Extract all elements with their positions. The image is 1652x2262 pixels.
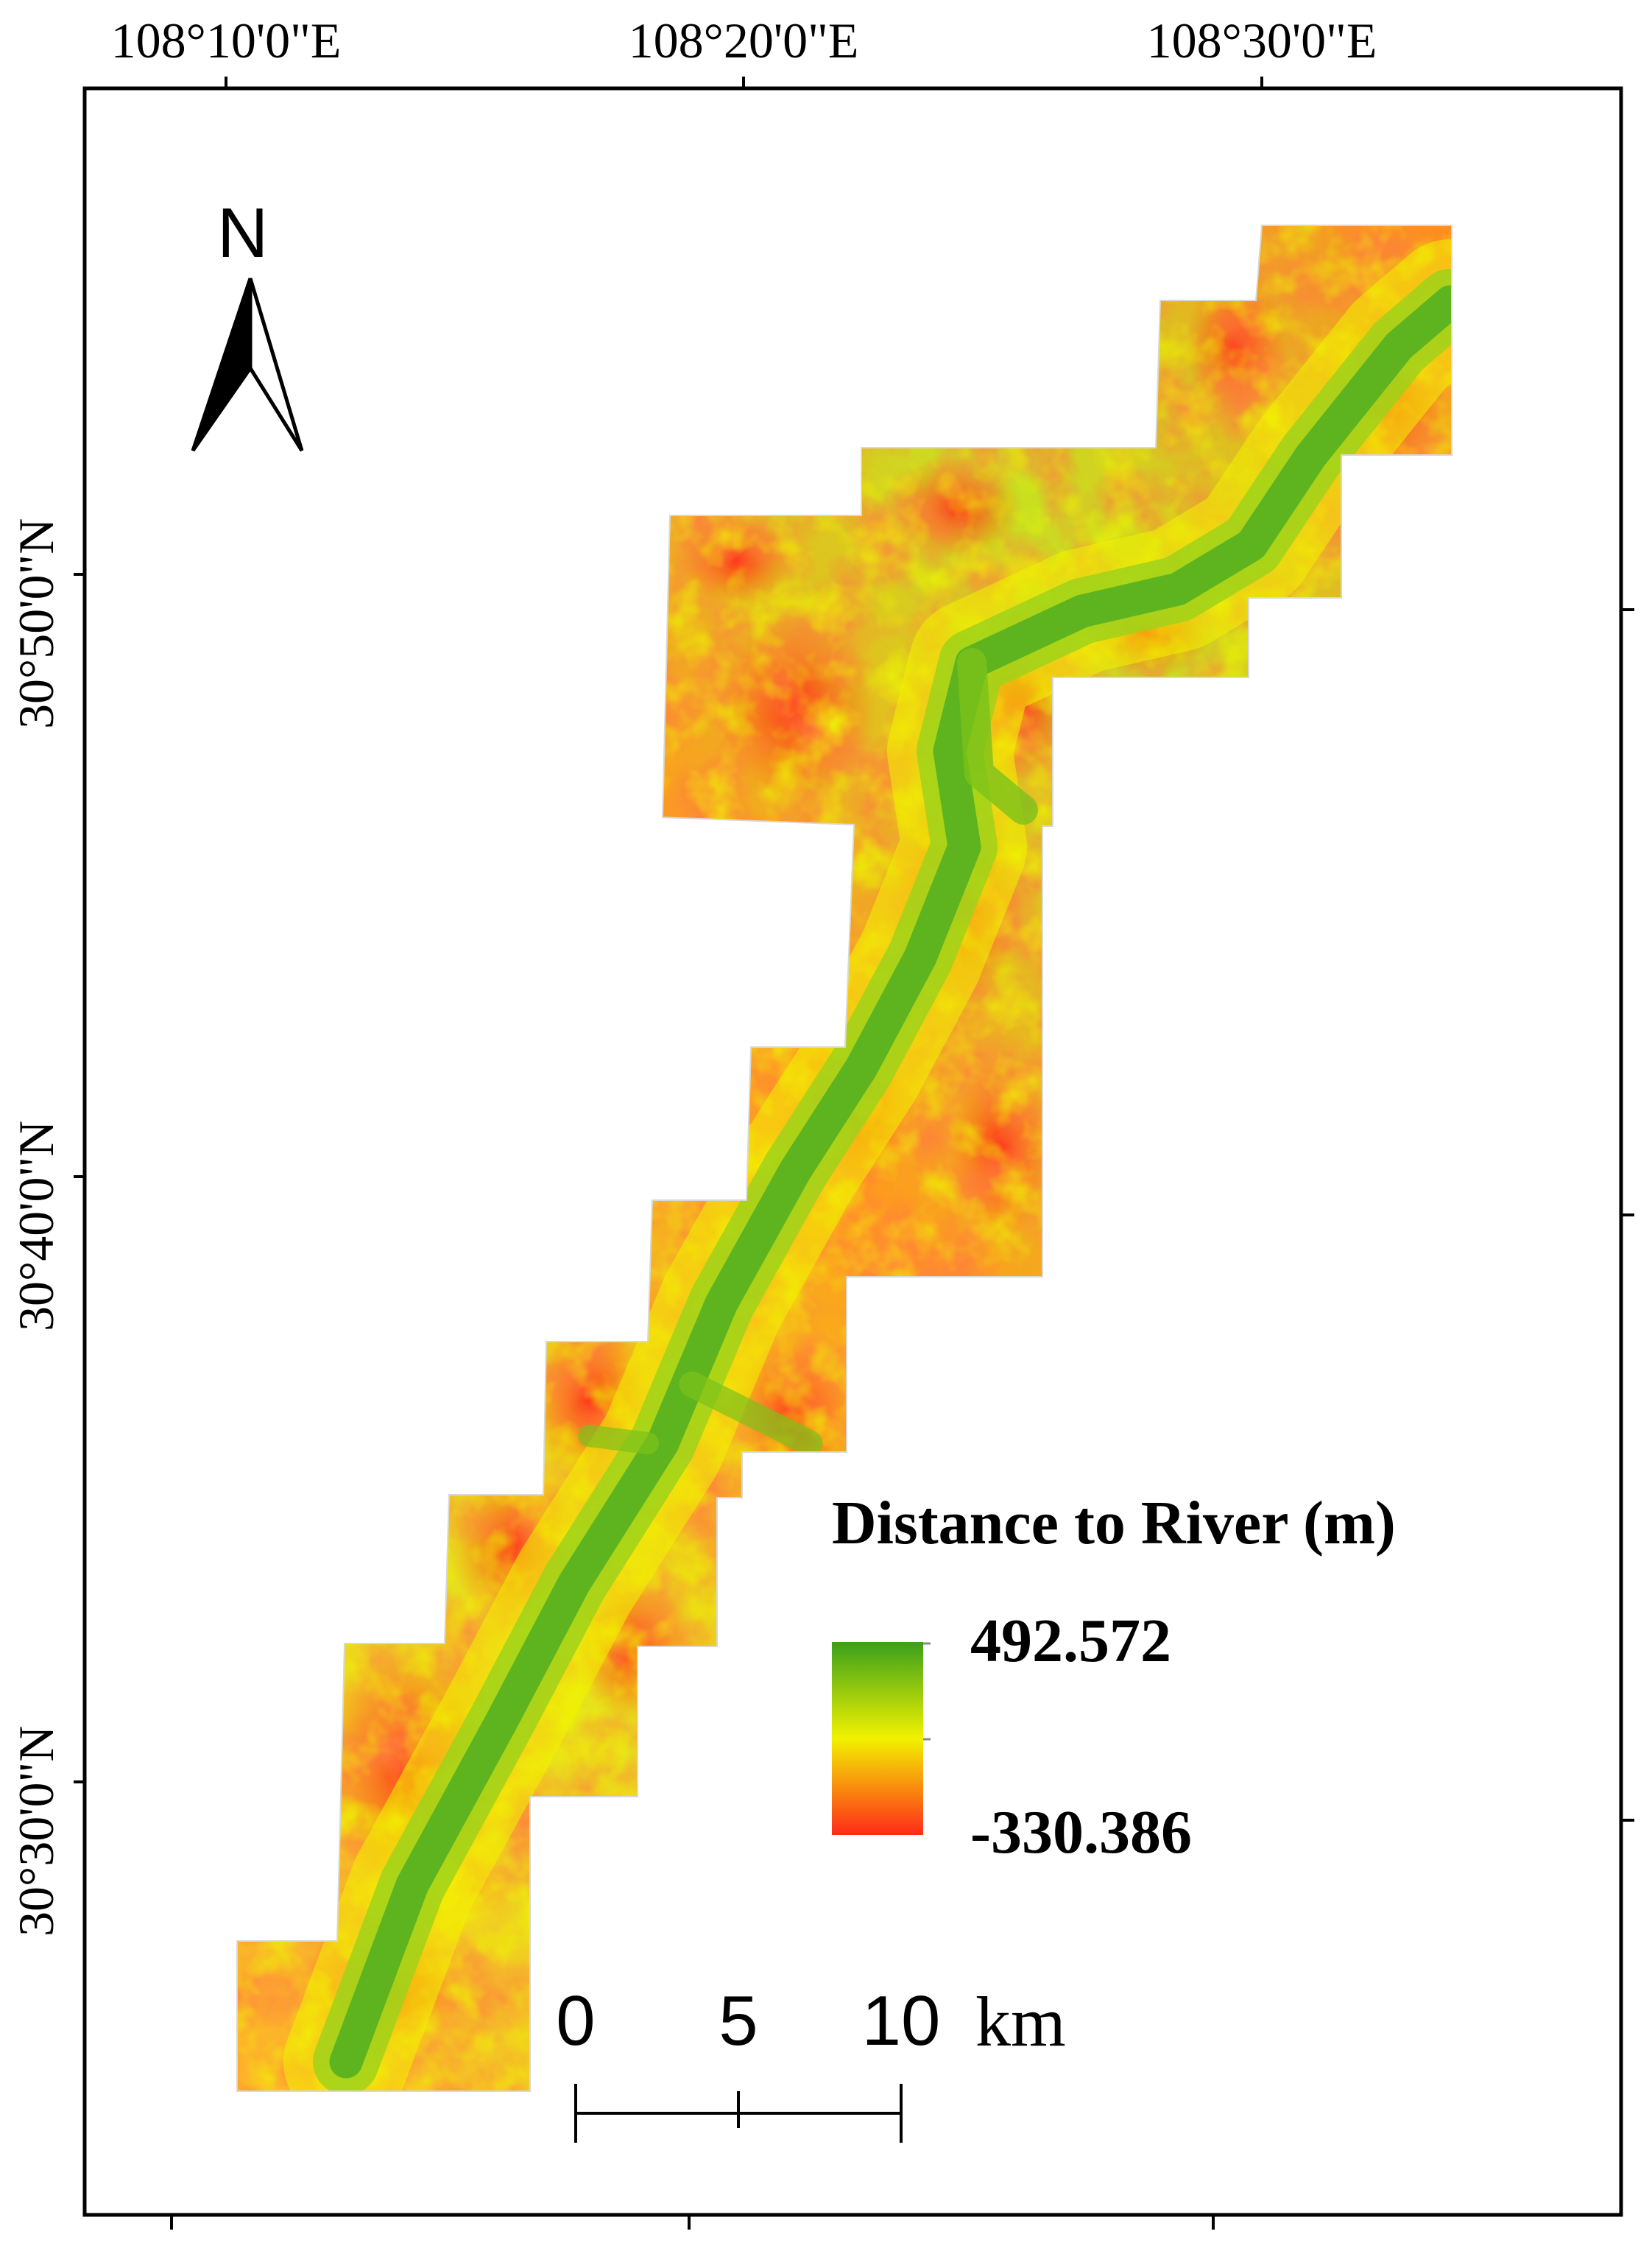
scale-tick-5: 5 — [719, 1981, 758, 2060]
study-area — [236, 225, 1452, 2092]
bottom-tick-marks — [170, 2215, 1215, 2230]
study-area-outline — [236, 225, 1452, 2092]
latitude-label-30-30: 30°30'0"N — [8, 1725, 64, 1937]
legend-min-value: -330.386 — [970, 1798, 1192, 1867]
scale-bar — [574, 2084, 903, 2143]
scale-tick-10: 10 — [861, 1981, 941, 2060]
latitude-label-30-50: 30°50'0"N — [8, 518, 64, 729]
river-valley — [283, 239, 1452, 2091]
scale-tick-0: 0 — [556, 1981, 596, 2060]
legend-color-ramp — [832, 1642, 923, 1835]
longitude-label-108-10: 108°10'0"E — [110, 13, 342, 68]
latitude-label-30-40: 30°40'0"N — [8, 1120, 64, 1331]
longitude-label-108-20: 108°20'0"E — [628, 13, 859, 68]
north-arrow-icon — [191, 278, 304, 452]
north-letter: N — [217, 194, 269, 272]
longitude-label-108-30: 108°30'0"E — [1146, 13, 1377, 68]
map-frame — [82, 86, 1623, 2217]
legend-ramp-ticks — [923, 1642, 931, 1741]
legend-max-value: 492.572 — [970, 1607, 1171, 1675]
legend-title: Distance to River (m) — [832, 1489, 1396, 1557]
scale-unit: km — [975, 1982, 1066, 2061]
left-tick-marks — [74, 573, 85, 1783]
right-tick-marks — [1621, 608, 1634, 1822]
top-tick-marks — [225, 77, 1263, 88]
